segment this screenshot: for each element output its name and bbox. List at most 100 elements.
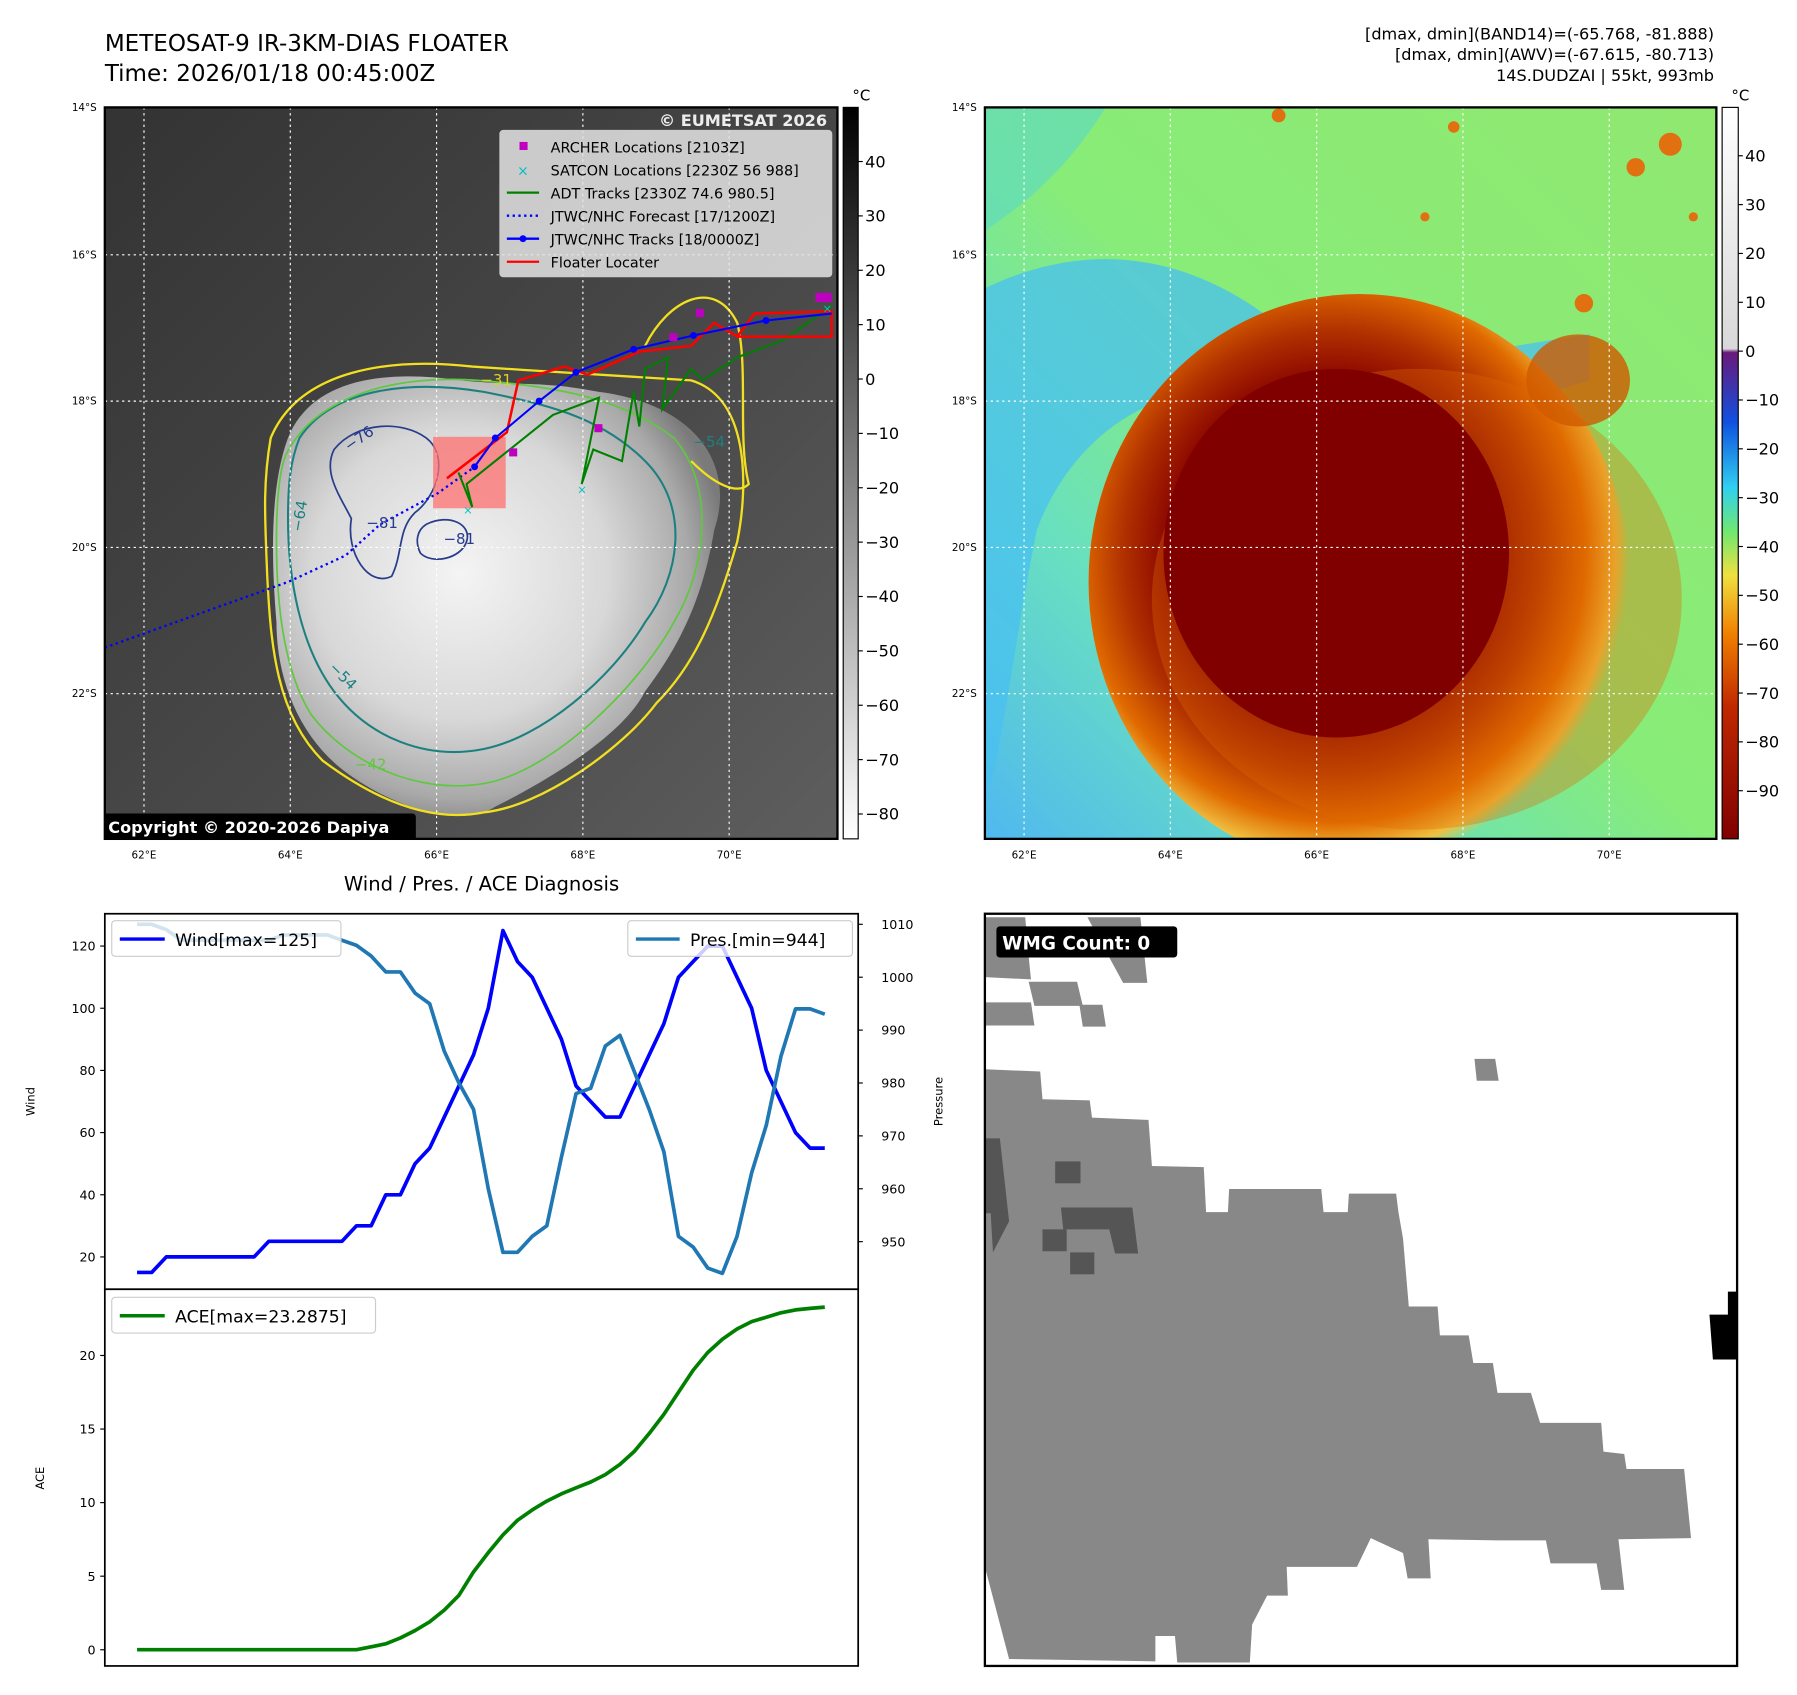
svg-text:×: × <box>463 503 473 517</box>
ace-tick-label: 20 <box>80 1348 96 1363</box>
ir-colorbar-tick: −10 <box>865 424 899 443</box>
pres-tick-label: 960 <box>881 1181 905 1196</box>
pres-tick-label: 1000 <box>881 970 913 985</box>
pres-tick-label: 970 <box>881 1128 905 1143</box>
ir-colorbar-tick: −60 <box>865 696 899 715</box>
jtwc-track-points <box>471 317 770 471</box>
adt-tracks <box>457 304 833 508</box>
legend-archer: ARCHER Locations [2103Z] <box>551 140 745 156</box>
lon-label: 68°E <box>1450 849 1475 861</box>
lon-label: 62°E <box>132 849 157 861</box>
ace-panel <box>103 1288 860 1667</box>
awv-colorbar-tick: −20 <box>1745 440 1779 459</box>
product-title: METEOSAT-9 IR-3KM-DIAS FLOATER <box>105 31 509 57</box>
awv-colorbar-tick: −30 <box>1745 488 1779 507</box>
awv-scattered-cells <box>1271 108 1698 313</box>
wind-tick-label: 80 <box>80 1063 96 1078</box>
ir-colorbar-tick: −80 <box>865 805 899 824</box>
awv-colorbar-tick: 30 <box>1745 195 1766 214</box>
awv-colorbar-tick: −60 <box>1745 635 1779 654</box>
jtwc-forecast-track <box>104 465 476 649</box>
lat-label: 22°S <box>72 688 97 700</box>
ir-colorbar-tick: 0 <box>865 370 875 389</box>
lat-label: 18°S <box>72 396 97 408</box>
wind-legend-label: Wind[max=125] <box>175 931 317 951</box>
lon-label: 70°E <box>1597 849 1622 861</box>
lat-label: 20°S <box>952 542 977 554</box>
legend-adt: ADT Tracks [2330Z 74.6 980.5] <box>551 186 775 202</box>
archer-points <box>509 292 832 457</box>
ir-colorbar-unit: °C <box>852 86 870 104</box>
lon-label: 62°E <box>1012 849 1037 861</box>
lon-label: 64°E <box>278 849 303 861</box>
ace-legend: ACE[max=23.2875] <box>111 1296 377 1334</box>
wind-tick-label: 60 <box>80 1125 96 1140</box>
svg-text:−64: −64 <box>288 499 311 533</box>
pres-legend-label: Pres.[min=944] <box>690 931 825 951</box>
svg-text:×: × <box>822 301 832 315</box>
svg-text:−54: −54 <box>693 433 725 451</box>
ace-tick-label: 10 <box>80 1495 96 1510</box>
lat-label: 14°S <box>72 102 97 114</box>
product-time: Time: 2026/01/18 00:45:00Z <box>104 61 436 87</box>
contour-dark-blue <box>329 425 469 580</box>
diagnosis-title: Wind / Pres. / ACE Diagnosis <box>344 873 619 896</box>
stats-awv: [dmax, dmin](AWV)=(-67.615, -80.713) <box>1395 45 1714 64</box>
ir-colorbar-tick: 30 <box>865 207 886 226</box>
ace-tick-label: 0 <box>88 1642 96 1657</box>
awv-colorbar-tick: 0 <box>1745 342 1755 361</box>
awv-colorbar-unit: °C <box>1731 86 1749 104</box>
pres-tick-label: 950 <box>881 1234 905 1249</box>
legend-forecast: JTWC/NHC Forecast [17/1200Z] <box>550 209 775 225</box>
lat-label: 16°S <box>72 249 97 261</box>
eumetsat-watermark: © EUMETSAT 2026 <box>659 111 827 130</box>
ace-tick-label: 5 <box>88 1569 96 1584</box>
ir-colorbar-tick: −40 <box>865 587 899 606</box>
awv-colorbar-tick: 40 <box>1745 147 1766 166</box>
pres-tick-label: 1010 <box>881 917 913 932</box>
ir-colorbar-tick: −70 <box>865 750 899 769</box>
lat-label: 16°S <box>952 249 977 261</box>
awv-map <box>984 107 1717 839</box>
ir-colorbar-tick: −20 <box>865 479 899 498</box>
ir-colorbar-tick: 20 <box>865 261 886 280</box>
pres-tick-label: 980 <box>881 1076 905 1091</box>
pressure-axis-label: Pressure <box>931 1077 945 1126</box>
copyright-box <box>104 813 416 839</box>
svg-text:−81: −81 <box>366 514 398 532</box>
satcon-marker-icon: × <box>517 163 529 179</box>
ir-colorbar-tick: 10 <box>865 315 886 334</box>
awv-colorbar-tick: 20 <box>1745 244 1766 263</box>
awv-colorbar <box>1721 106 1739 840</box>
wind-axis-label: Wind <box>24 1087 38 1116</box>
svg-text:−31: −31 <box>480 371 512 389</box>
contour-labels: −31 −76 −81 −81 −64 −54 −54 −42 <box>288 371 725 774</box>
lat-label: 18°S <box>952 396 977 408</box>
awv-colorbar-tick: −10 <box>1745 391 1779 410</box>
lon-label: 68°E <box>570 849 595 861</box>
svg-text:−81: −81 <box>443 530 475 548</box>
wind-tick-label: 100 <box>71 1001 95 1016</box>
ace-axis-label: ACE <box>33 1467 47 1490</box>
awv-dry-band <box>984 107 1106 231</box>
wmg-count-label: WMG Count: 0 <box>1002 933 1150 954</box>
wind-tick-label: 120 <box>71 939 95 954</box>
archer-marker-icon <box>519 141 528 151</box>
legend-satcon: SATCON Locations [2230Z 56 988] <box>551 163 799 179</box>
contour-teal <box>286 385 677 753</box>
legend-floater: Floater Locater <box>551 256 660 272</box>
lon-label: 66°E <box>424 849 449 861</box>
contour-green <box>275 378 703 787</box>
ace-legend-label: ACE[max=23.2875] <box>175 1308 346 1328</box>
lat-label: 14°S <box>952 102 977 114</box>
ir-colorbar <box>842 106 859 840</box>
lon-label: 70°E <box>717 849 742 861</box>
awv-colorbar-tick: 10 <box>1745 293 1766 312</box>
floater-locater-track <box>446 309 833 480</box>
svg-text:−42: −42 <box>355 756 387 774</box>
wind-tick-label: 40 <box>80 1187 96 1202</box>
lon-label: 66°E <box>1304 849 1329 861</box>
pres-legend: Pres.[min=944] <box>627 920 853 957</box>
map-legend: × ARCHER Locations [2103Z] SATCON Locati… <box>499 129 833 278</box>
storm-info: 14S.DUDZAI | 55kt, 993mb <box>1496 66 1714 85</box>
